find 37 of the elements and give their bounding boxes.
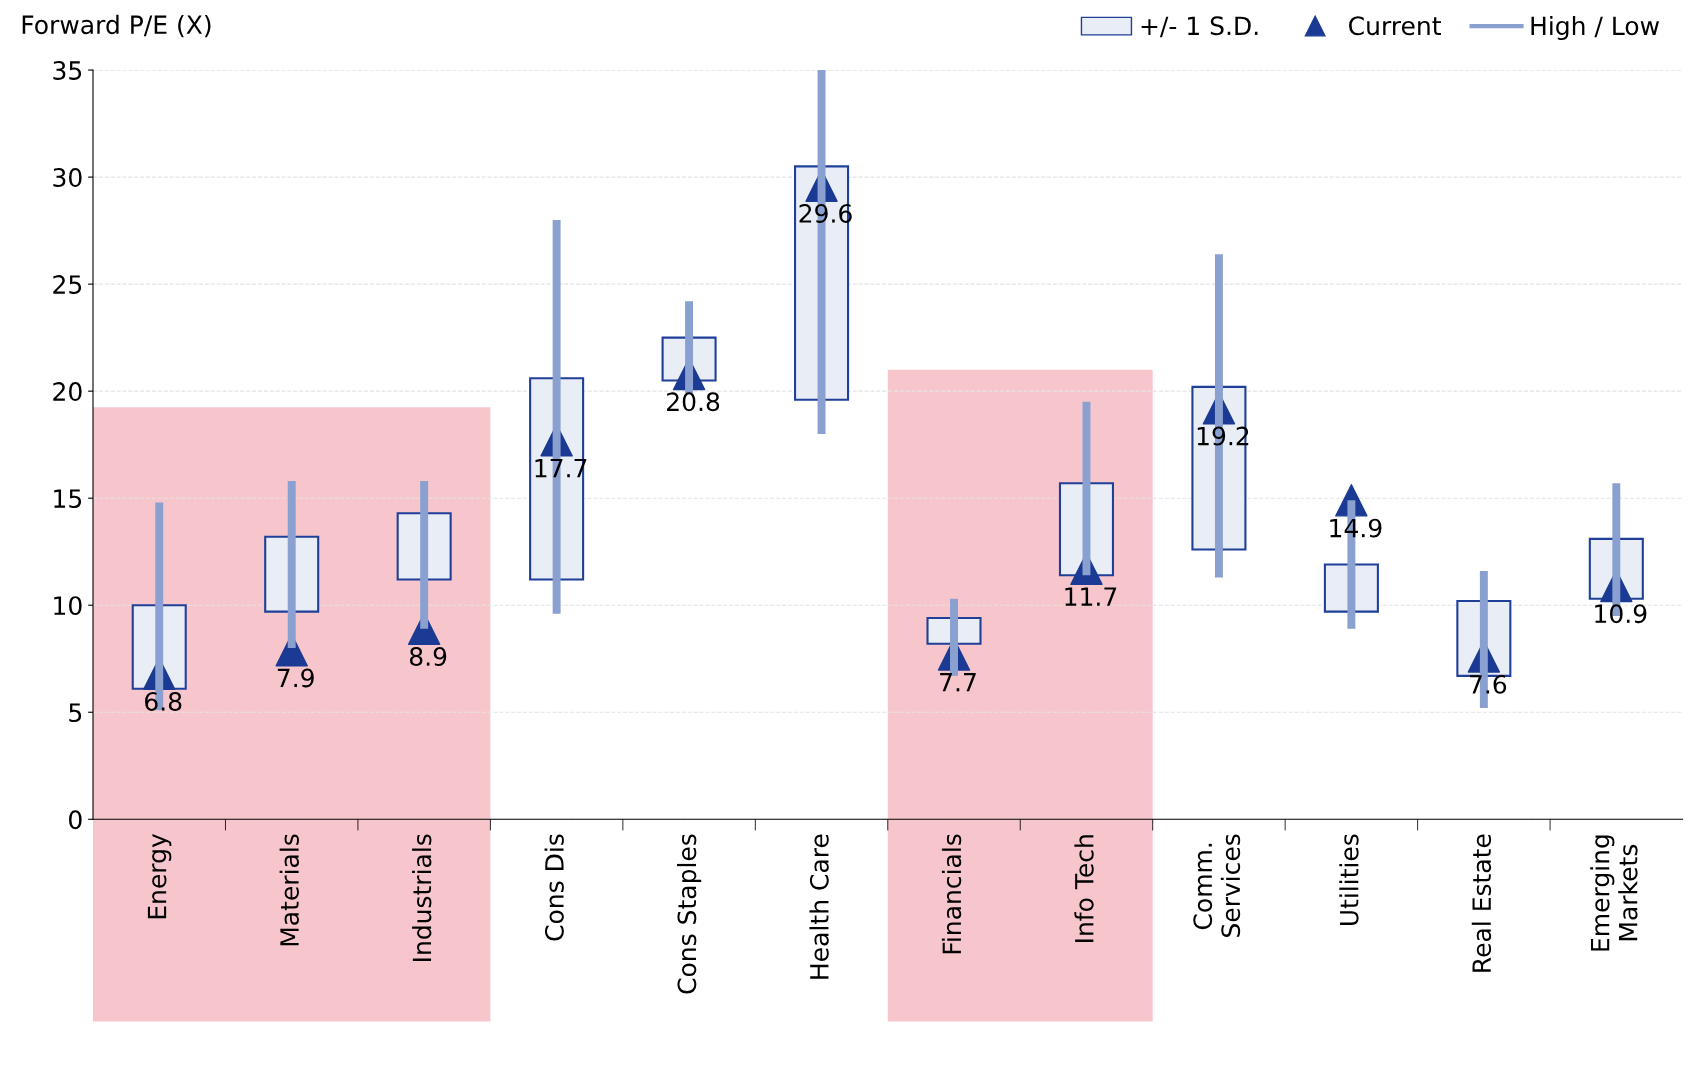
x-tick-label: Comm. Services — [1193, 834, 1241, 937]
data-label: 7.7 — [940, 673, 976, 692]
x-tick-label: Energy — [147, 833, 172, 919]
bar — [685, 301, 694, 394]
legend-label: High / Low — [1531, 15, 1659, 41]
x-tick-label: Cons Dis — [544, 834, 564, 941]
legend-label: Current — [1349, 16, 1441, 36]
y-tick-label: 35 — [53, 61, 82, 80]
x-tick-label: Cons Staples — [676, 834, 702, 994]
x-tick-label: Utilities — [1339, 834, 1359, 926]
legend-label: +/- 1 S.D. — [1141, 16, 1258, 38]
y-tick-label: 0 — [69, 810, 82, 830]
data-label: 14.9 — [1330, 518, 1382, 538]
y-tick-label: 25 — [53, 275, 82, 294]
x-tick-label: Financials — [941, 834, 962, 954]
y-axis-title: Forward P/E (X) — [22, 14, 211, 38]
data-label: 7.6 — [1470, 674, 1507, 694]
data-label: 10.9 — [1595, 604, 1647, 624]
data-label: 7.9 — [277, 668, 314, 688]
data-label: 11.7 — [1065, 587, 1117, 606]
x-tick-label: Materials — [279, 834, 299, 946]
x-tick-label: Industrials — [412, 834, 432, 961]
bar — [287, 481, 296, 649]
bar — [1082, 401, 1091, 576]
data-label: 6.8 — [145, 692, 182, 711]
y-tick-label: 5 — [69, 703, 82, 723]
y-tick-label: 15 — [54, 489, 82, 509]
y-tick-label: 10 — [54, 596, 82, 616]
y-tick-label: 20 — [53, 382, 82, 402]
x-tick-label: Real Estate — [1471, 834, 1492, 972]
bar — [420, 481, 429, 629]
data-label: 20.8 — [667, 392, 720, 412]
x-tick-label: Health Care — [809, 834, 829, 979]
x-tick-label: Emerging Markets — [1590, 835, 1638, 951]
y-tick-label: 30 — [53, 168, 82, 187]
x-tick-label: Info Tech — [1074, 835, 1094, 942]
data-label: 8.9 — [409, 647, 447, 666]
